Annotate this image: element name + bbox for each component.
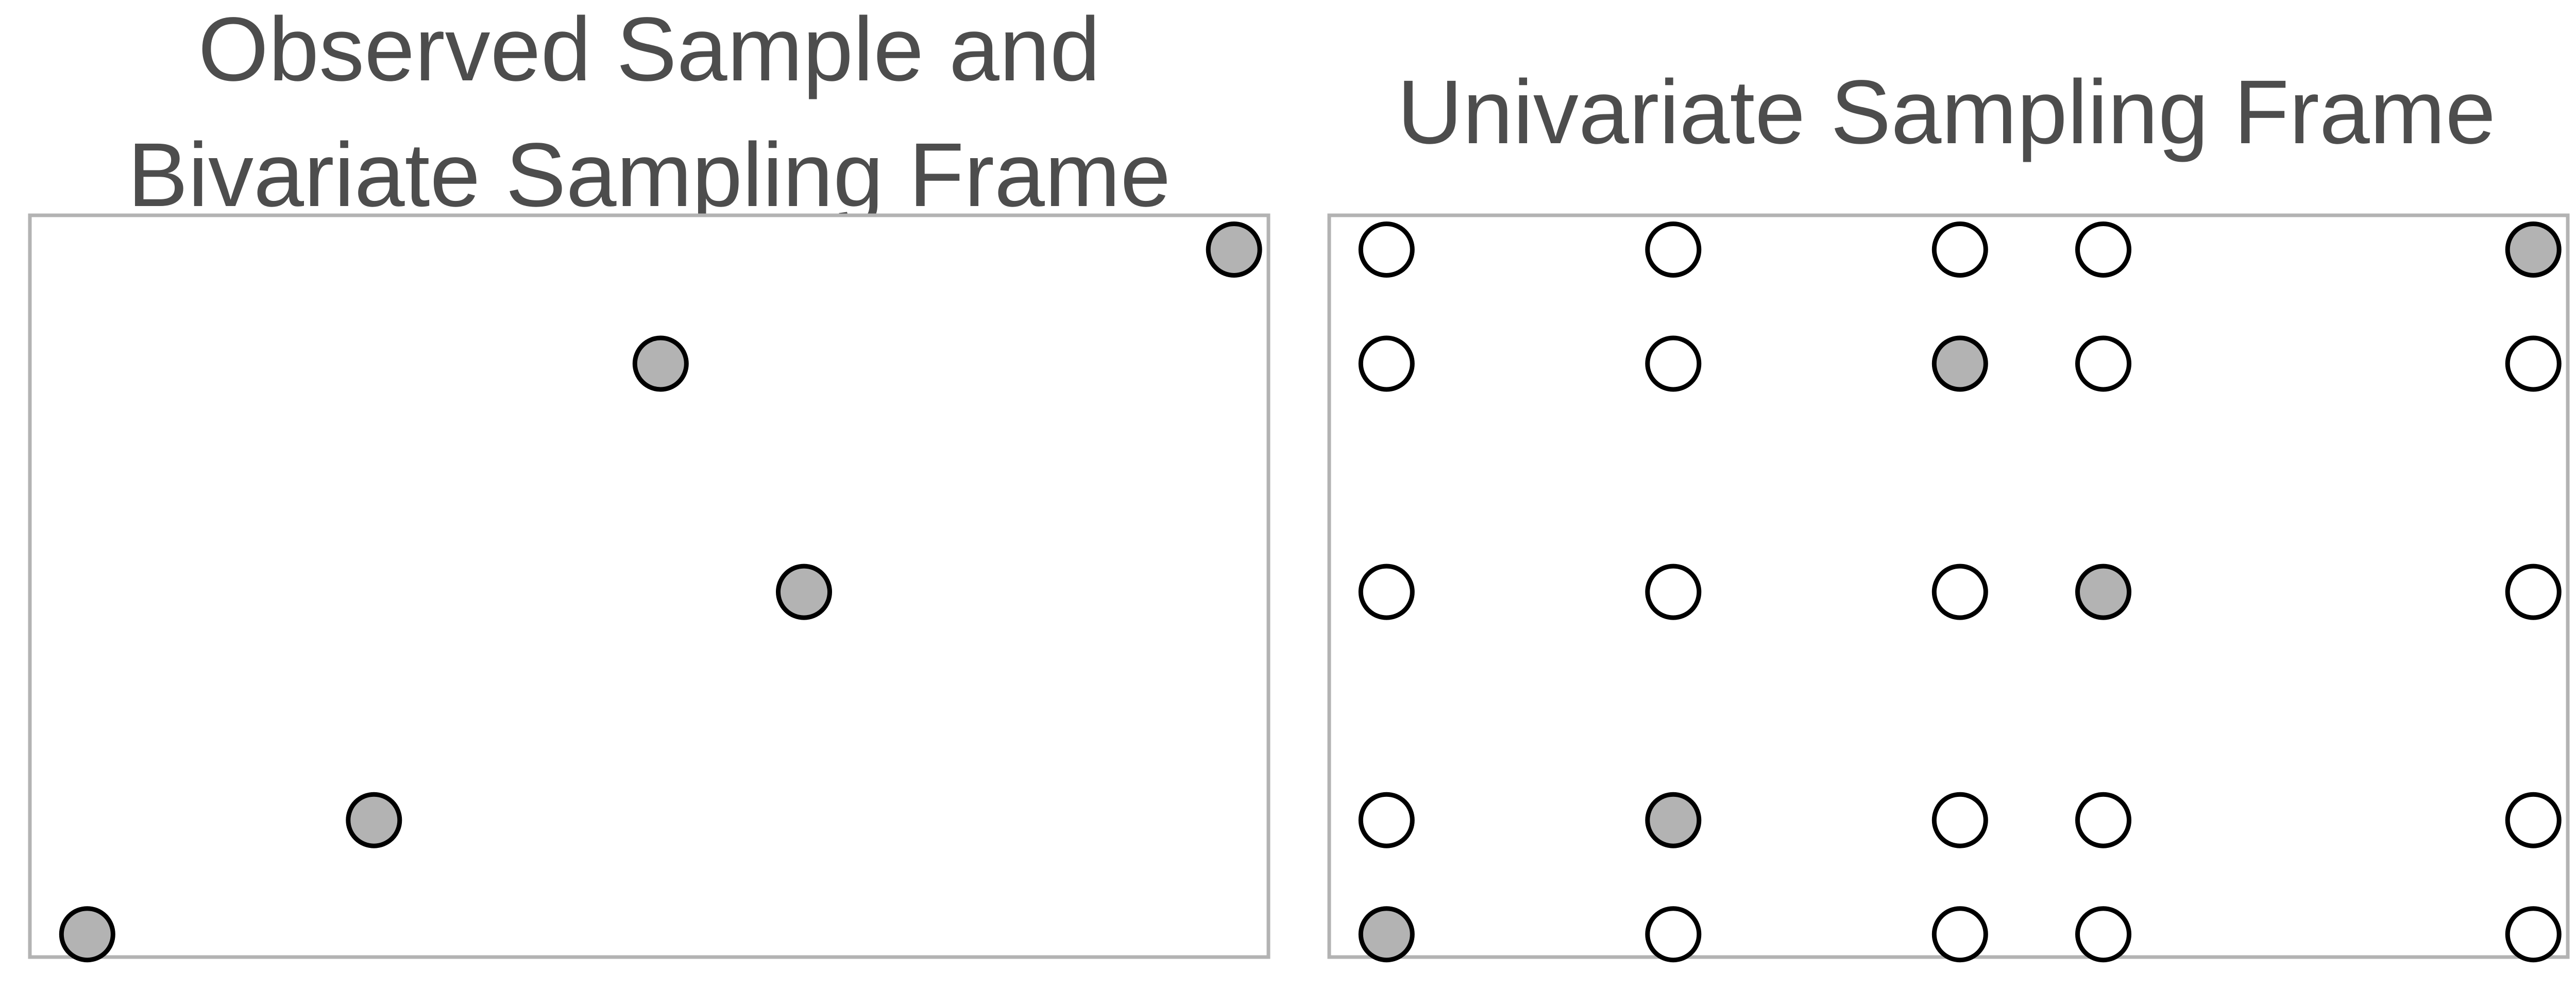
observed-point-5 [1206, 221, 1262, 278]
point-group-bivariate [59, 221, 1262, 963]
frame-point-x9-y6 [2505, 335, 2562, 392]
point-group-univariate [1358, 221, 2562, 963]
frame-point-x1-y7 [1358, 221, 1415, 278]
frame-point-x3-y1 [1645, 906, 1702, 963]
frame-point-x3-y6 [1645, 335, 1702, 392]
panel-title-univariate: Univariate Sampling Frame [1397, 62, 2496, 163]
frame-point-x6-y1 [2075, 906, 2131, 963]
observed-point-1 [59, 906, 115, 963]
frame-point-x1-y6 [1358, 335, 1415, 392]
frame-point-x9-y4 [2505, 564, 2562, 620]
frame-point-x3-y7 [1645, 221, 1702, 278]
frame-point-x6-y7 [2075, 221, 2131, 278]
frame-point-x9-y2 [2505, 792, 2562, 848]
frame-point-x1-y2 [1358, 792, 1415, 848]
panel-univariate: Univariate Sampling Frame [1327, 62, 2570, 963]
observed-point-x6-y4 [2075, 564, 2131, 620]
observed-point-2 [346, 792, 402, 848]
panel-title-bivariate-line-2: Bivariate Sampling Frame [128, 125, 1171, 226]
frame-point-x1-y4 [1358, 564, 1415, 620]
observed-point-x3-y2 [1645, 792, 1702, 848]
panel-frame-bivariate [28, 213, 1270, 959]
observed-point-x5-y6 [1931, 335, 1988, 392]
observed-point-x1-y1 [1358, 906, 1415, 963]
panel-bivariate: Observed Sample and Bivariate Sampling F… [28, 0, 1270, 963]
frame-point-x6-y2 [2075, 792, 2131, 848]
frame-point-x5-y7 [1931, 221, 1988, 278]
observed-point-4 [632, 335, 689, 392]
frame-point-x5-y1 [1931, 906, 1988, 963]
frame-point-x5-y2 [1931, 792, 1988, 848]
panel-title-bivariate-line-1: Observed Sample and [198, 0, 1100, 100]
observed-point-3 [776, 564, 832, 620]
observed-point-x9-y7 [2505, 221, 2562, 278]
frame-point-x9-y1 [2505, 906, 2562, 963]
frame-point-x6-y6 [2075, 335, 2131, 392]
frame-point-x3-y4 [1645, 564, 1702, 620]
frame-point-x5-y4 [1931, 564, 1988, 620]
